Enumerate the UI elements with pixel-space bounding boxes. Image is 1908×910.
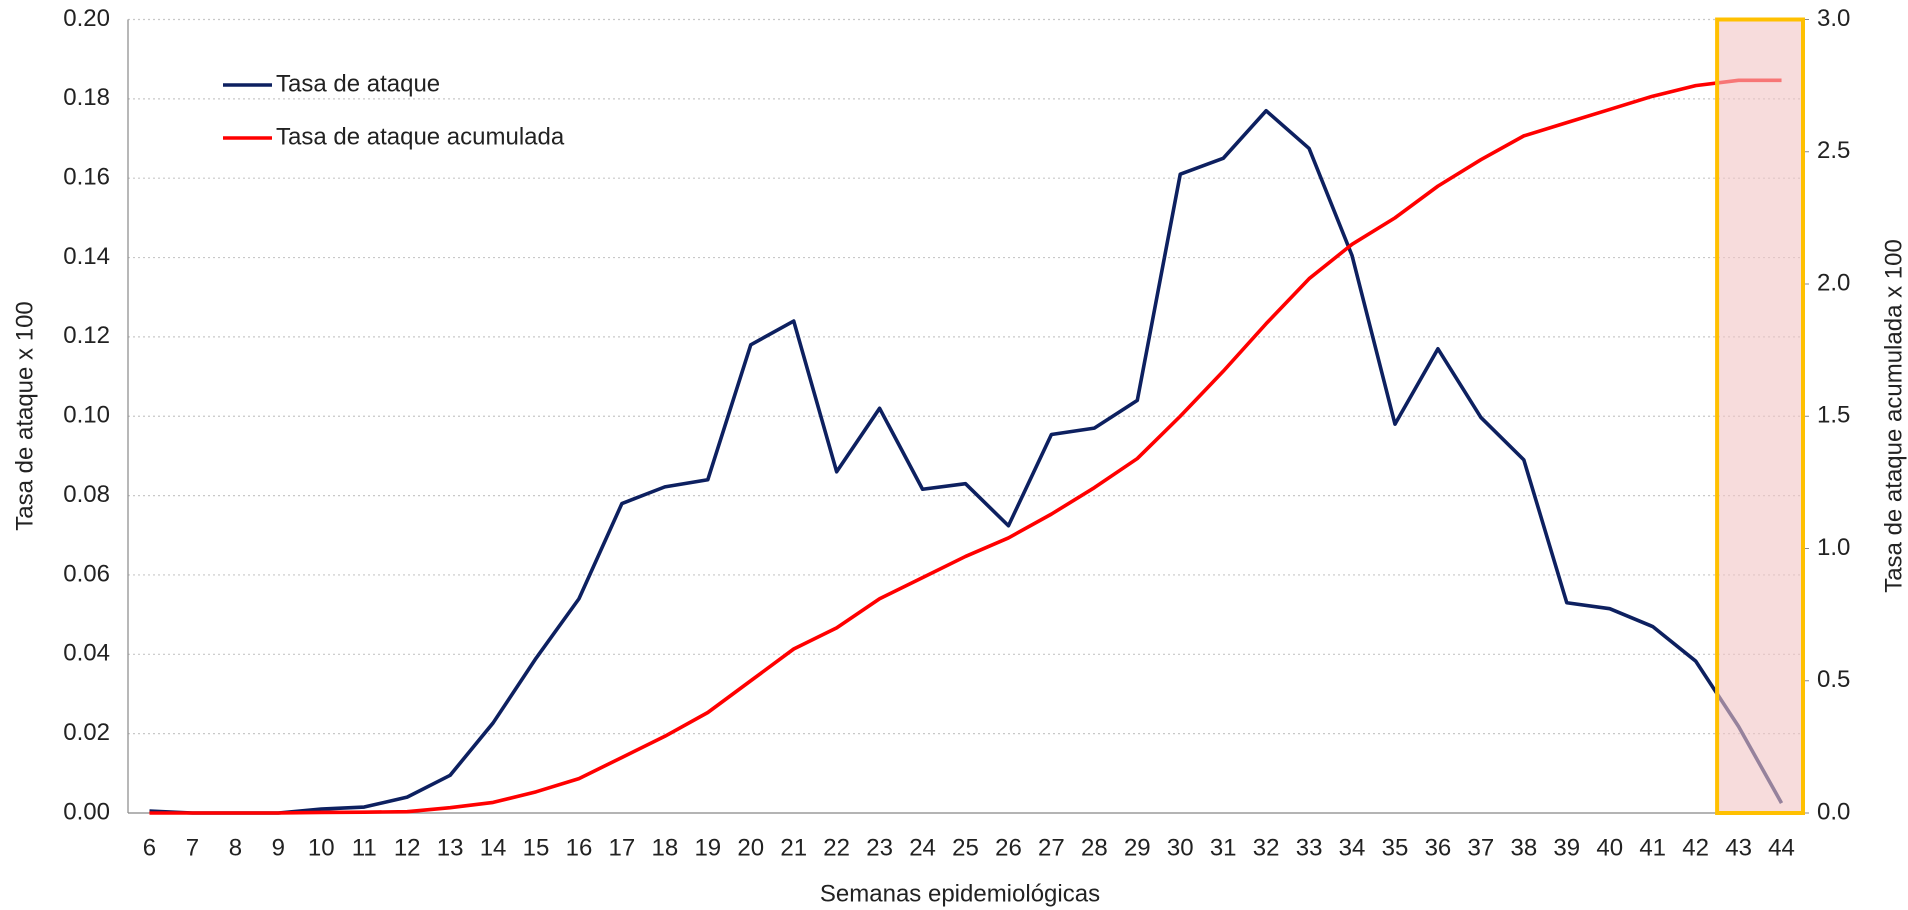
y2-tick-label: 1.5 <box>1817 402 1850 429</box>
y2-axis-label: Tasa de ataque acumulada x 100 <box>1880 239 1907 593</box>
x-tick-label: 30 <box>1167 834 1194 861</box>
x-tick-label: 38 <box>1510 834 1537 861</box>
y-axis-label: Tasa de ataque x 100 <box>11 301 38 531</box>
x-tick-label: 12 <box>394 834 421 861</box>
y-tick-label: 0.16 <box>63 164 110 191</box>
y2-tick-label: 0.0 <box>1817 798 1850 825</box>
legend-label: Tasa de ataque acumulada <box>276 123 565 150</box>
x-tick-label: 16 <box>566 834 593 861</box>
x-tick-label: 7 <box>186 834 199 861</box>
x-tick-label: 15 <box>523 834 550 861</box>
x-tick-label: 25 <box>952 834 979 861</box>
x-tick-label: 22 <box>823 834 850 861</box>
x-tick-label: 34 <box>1339 834 1366 861</box>
x-tick-label: 31 <box>1210 834 1237 861</box>
x-tick-label: 27 <box>1038 834 1065 861</box>
data-line <box>149 78 1782 815</box>
x-tick-label: 32 <box>1253 834 1280 861</box>
highlight-region <box>1715 17 1805 815</box>
y-tick-label: 0.02 <box>63 719 110 746</box>
y-tick-label: 0.20 <box>63 5 110 32</box>
x-tick-label: 40 <box>1596 834 1623 861</box>
x-tick-label: 13 <box>437 834 464 861</box>
y2-tick-label: 2.0 <box>1817 269 1850 296</box>
x-tick-label: 18 <box>652 834 679 861</box>
x-tick-label: 44 <box>1768 834 1795 861</box>
x-tick-label: 36 <box>1425 834 1452 861</box>
y-tick-label: 0.00 <box>63 798 110 825</box>
y-tick-label: 0.04 <box>63 640 110 667</box>
x-tick-label: 29 <box>1124 834 1151 861</box>
y-tick-label: 0.18 <box>63 84 110 111</box>
y-tick-label: 0.08 <box>63 481 110 508</box>
x-tick-label: 17 <box>609 834 636 861</box>
x-tick-label: 24 <box>909 834 936 861</box>
x-tick-label: 35 <box>1382 834 1409 861</box>
x-tick-label: 6 <box>143 834 156 861</box>
x-tick-label: 11 <box>352 834 377 861</box>
x-tick-label: 8 <box>229 834 242 861</box>
y-tick-label: 0.14 <box>63 243 110 270</box>
x-tick-label: 41 <box>1639 834 1666 861</box>
y2-tick-label: 2.5 <box>1817 137 1850 164</box>
x-tick-label: 37 <box>1468 834 1495 861</box>
legend-label: Tasa de ataque <box>276 70 440 97</box>
y-tick-label: 0.10 <box>63 402 110 429</box>
data-line <box>149 108 1784 815</box>
x-tick-label: 39 <box>1553 834 1580 861</box>
x-tick-label: 23 <box>866 834 893 861</box>
x-tick-label: 28 <box>1081 834 1108 861</box>
x-tick-label: 14 <box>480 834 507 861</box>
y2-tick-label: 3.0 <box>1817 5 1850 32</box>
x-tick-label: 10 <box>308 834 335 861</box>
x-tick-label: 19 <box>694 834 721 861</box>
y-tick-label: 0.06 <box>63 560 110 587</box>
x-tick-label: 20 <box>737 834 764 861</box>
x-tick-label: 42 <box>1682 834 1709 861</box>
x-tick-label: 43 <box>1725 834 1752 861</box>
x-tick-label: 33 <box>1296 834 1323 861</box>
x-axis-label: Semanas epidemiológicas <box>820 880 1100 907</box>
x-tick-label: 26 <box>995 834 1022 861</box>
x-tick-label: 21 <box>780 834 807 861</box>
y-tick-label: 0.12 <box>63 322 110 349</box>
y2-tick-label: 1.0 <box>1817 534 1850 561</box>
y2-tick-label: 0.5 <box>1817 666 1850 693</box>
x-tick-label: 9 <box>272 834 285 861</box>
